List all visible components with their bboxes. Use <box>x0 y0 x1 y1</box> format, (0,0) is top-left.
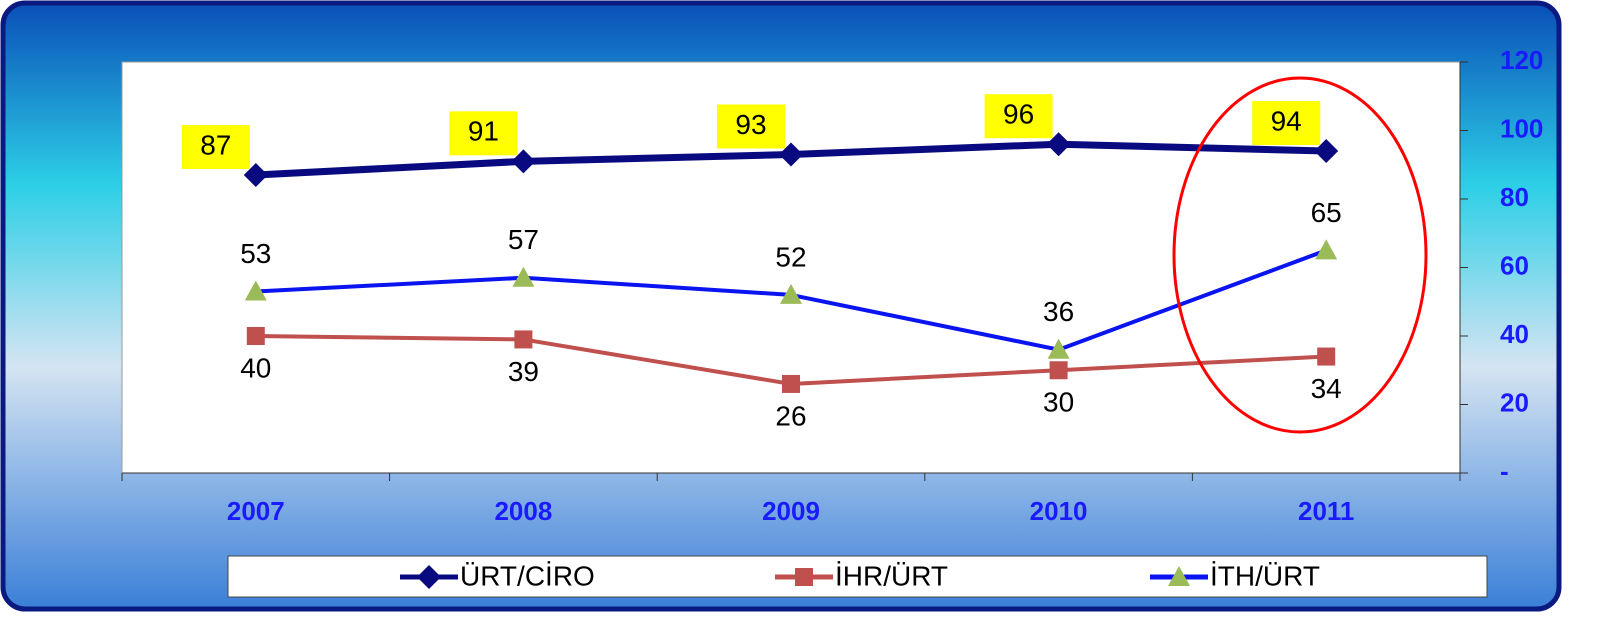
y-tick-label: 80 <box>1500 182 1529 212</box>
data-label: 26 <box>775 400 806 431</box>
marker <box>795 568 813 586</box>
legend-label: İHR/ÜRT <box>835 560 948 591</box>
label-background <box>984 94 1053 139</box>
data-label: 93 <box>735 109 766 140</box>
x-tick-label: 2011 <box>1298 496 1354 526</box>
data-label: 87 <box>200 129 231 160</box>
y-tick-label: 120 <box>1500 45 1543 75</box>
x-tick-label: 2009 <box>762 496 820 526</box>
marker <box>246 327 265 345</box>
label-background <box>449 111 518 156</box>
marker <box>244 280 267 301</box>
marker <box>1168 566 1190 586</box>
label-background <box>181 125 250 170</box>
label-background <box>1252 101 1321 146</box>
data-label: 91 <box>468 116 499 147</box>
data-label: 52 <box>775 241 806 272</box>
y-tick-label: 60 <box>1500 250 1529 280</box>
marker <box>1047 338 1070 359</box>
highlight-ellipse <box>1172 76 1428 434</box>
marker <box>780 283 802 304</box>
y-tick-label: 40 <box>1500 319 1529 349</box>
marker <box>1315 239 1338 260</box>
marker <box>417 565 441 589</box>
data-label: 30 <box>1043 387 1074 418</box>
y-tick-label: 20 <box>1500 387 1529 417</box>
label-background <box>717 104 785 149</box>
y-tick-label: 100 <box>1500 113 1543 143</box>
marker <box>1049 361 1068 380</box>
data-label: 40 <box>240 352 271 383</box>
data-label: 65 <box>1311 197 1342 228</box>
marker <box>782 374 800 393</box>
x-tick-label: 2008 <box>494 496 552 526</box>
data-label: 36 <box>1043 296 1074 327</box>
legend-label: ÜRT/CİRO <box>460 560 595 591</box>
data-label: 96 <box>1003 99 1034 130</box>
data-label: 57 <box>508 224 539 255</box>
data-label: 94 <box>1271 105 1302 136</box>
data-label: 53 <box>240 238 271 269</box>
x-tick-label: 2010 <box>1030 496 1088 526</box>
plot-area <box>121 61 1461 474</box>
data-label: 34 <box>1311 373 1342 404</box>
marker <box>1317 347 1336 366</box>
legend-label: İTH/ÜRT <box>1210 560 1320 591</box>
marker <box>512 266 535 287</box>
marker <box>514 330 533 349</box>
y-tick-label: - <box>1500 456 1509 486</box>
x-tick-label: 2007 <box>227 496 285 526</box>
data-label: 39 <box>508 356 539 387</box>
